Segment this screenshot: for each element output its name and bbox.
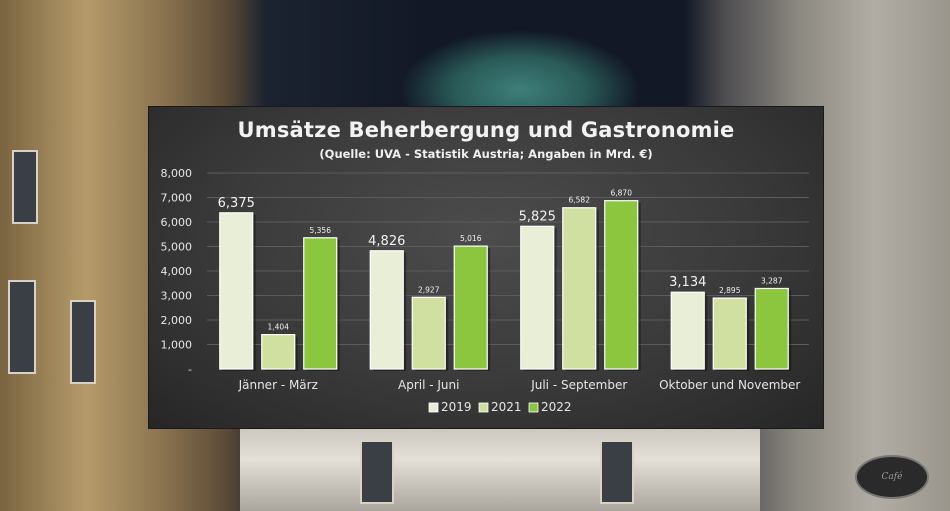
bar xyxy=(369,250,404,370)
bar xyxy=(754,287,789,370)
x-category-label: Jänner - März xyxy=(238,378,318,392)
x-category-label: Oktober und November xyxy=(659,378,800,392)
legend-label: 2019 xyxy=(441,400,472,414)
bar xyxy=(219,212,254,370)
bar xyxy=(670,291,705,370)
background-window xyxy=(12,150,38,224)
background-street xyxy=(240,425,760,511)
data-label: 4,826 xyxy=(368,234,405,249)
legend-label: 2022 xyxy=(541,400,572,414)
data-label: 6,375 xyxy=(218,196,255,211)
background-window xyxy=(600,440,634,504)
data-label: 5,356 xyxy=(310,226,332,235)
bar xyxy=(562,207,597,370)
bar xyxy=(303,237,338,370)
bar xyxy=(520,225,555,370)
data-label: 6,870 xyxy=(611,189,633,198)
background-shop-sign: Café xyxy=(855,455,929,499)
y-tick-label: 7,000 xyxy=(161,192,193,205)
y-tick-label: 3,000 xyxy=(161,290,193,303)
y-tick-label: 6,000 xyxy=(161,216,193,229)
data-label: 3,134 xyxy=(669,275,706,290)
y-tick-label: 5,000 xyxy=(161,241,193,254)
y-tick-label: - xyxy=(188,363,192,376)
bar xyxy=(712,297,747,370)
data-label: 2,895 xyxy=(719,286,741,295)
x-category-label: Juli - September xyxy=(530,378,627,392)
chart-panel: Umsätze Beherbergung und Gastronomie (Qu… xyxy=(148,106,824,429)
chart-subtitle: (Quelle: UVA - Statistik Austria; Angabe… xyxy=(319,147,653,161)
legend-label: 2021 xyxy=(491,400,522,414)
y-tick-label: 1,000 xyxy=(161,339,193,352)
bar xyxy=(261,334,296,370)
background-window xyxy=(8,280,36,374)
background-window xyxy=(360,440,394,504)
data-label: 5,016 xyxy=(460,234,482,243)
y-tick-label: 2,000 xyxy=(161,314,193,327)
bar-chart: - 1,000 2,000 3,000 4,000 5,000 6,000 7,000 8,00… xyxy=(161,167,809,414)
x-category-label: April - Juni xyxy=(398,378,459,392)
y-tick-label: 4,000 xyxy=(161,265,193,278)
data-label: 5,825 xyxy=(519,209,556,224)
background-window xyxy=(70,300,96,384)
data-label: 1,404 xyxy=(268,323,290,332)
data-label: 2,927 xyxy=(418,285,440,294)
data-label: 6,582 xyxy=(569,196,591,205)
y-tick-label: 8,000 xyxy=(161,167,193,180)
bar xyxy=(411,296,446,370)
legend-swatch xyxy=(478,402,489,413)
legend-swatch xyxy=(528,402,539,413)
chart-title: Umsätze Beherbergung und Gastronomie xyxy=(237,118,735,142)
data-label: 3,287 xyxy=(761,276,783,285)
legend-swatch xyxy=(428,402,439,413)
bar xyxy=(604,200,639,370)
bar xyxy=(453,245,488,370)
